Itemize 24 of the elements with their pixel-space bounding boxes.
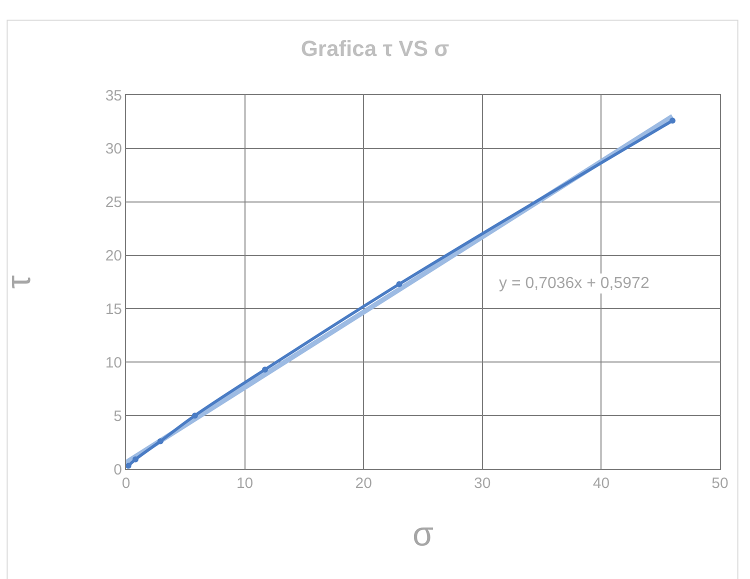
- x-axis-title: σ: [412, 515, 434, 554]
- y-tick-label: 15: [105, 300, 122, 318]
- x-tick-label: 40: [592, 475, 610, 492]
- x-tick-label: 50: [712, 475, 728, 492]
- y-tick-label: 5: [114, 408, 122, 425]
- y-tick-label: 0: [114, 461, 122, 478]
- y-tick-label: 30: [105, 140, 122, 158]
- point: [132, 456, 138, 462]
- point: [157, 438, 164, 444]
- x-tick-label: 20: [355, 475, 372, 492]
- x-tick-label: 10: [236, 475, 254, 492]
- y-tick-label: 10: [105, 354, 122, 372]
- x-tick-label: 30: [474, 475, 491, 492]
- point: [669, 118, 676, 124]
- chart-title: Grafica τ VS σ: [300, 36, 450, 61]
- point: [396, 281, 402, 288]
- y-axis-title: τ: [0, 274, 38, 289]
- y-tick-label: 20: [105, 248, 122, 265]
- y-tick-label: 25: [105, 194, 122, 212]
- annotation: y = 0,7036x + 0,5972: [499, 275, 650, 292]
- point: [262, 366, 268, 373]
- point: [126, 462, 132, 469]
- y-tick-label: 35: [105, 87, 122, 104]
- point: [192, 412, 198, 419]
